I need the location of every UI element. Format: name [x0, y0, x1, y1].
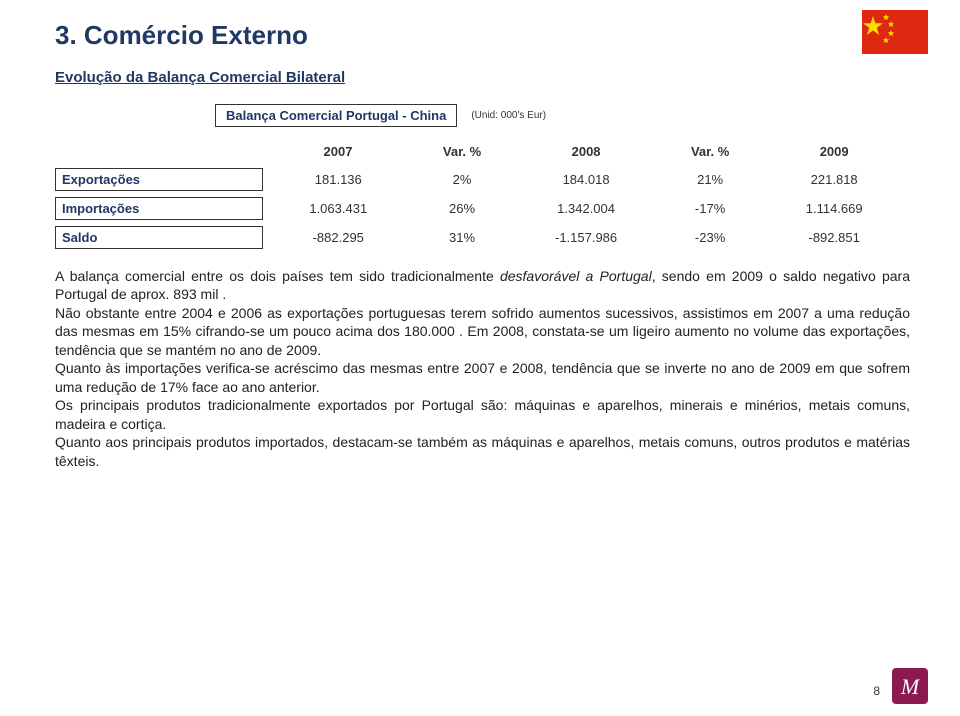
table-header-row: 2007 Var. % 2008 Var. % 2009 [56, 141, 911, 162]
paragraph-5: Quanto aos principais produtos importado… [55, 433, 910, 470]
svg-text:M: M [900, 674, 921, 699]
page-number: 8 [873, 684, 880, 698]
col-var2: Var. % [662, 141, 758, 162]
paragraph-1: A balança comercial entre os dois países… [55, 267, 910, 304]
table-row: Exportações 181.136 2% 184.018 21% 221.8… [56, 169, 911, 191]
table-unit: (Unid: 000's Eur) [471, 110, 546, 121]
paragraph-2: Não obstante entre 2004 e 2006 as export… [55, 304, 910, 359]
paragraph-3: Quanto às importações verifica-se acrésc… [55, 359, 910, 396]
table-caption: Balança Comercial Portugal - China [215, 104, 457, 127]
section-subtitle: Evolução da Balança Comercial Bilateral [55, 69, 910, 86]
row-exportacoes-label: Exportações [56, 169, 263, 191]
row-importacoes-label: Importações [56, 198, 263, 220]
col-2008: 2008 [510, 141, 662, 162]
col-var1: Var. % [414, 141, 510, 162]
body-text: A balança comercial entre os dois países… [55, 267, 910, 470]
table-row: Importações 1.063.431 26% 1.342.004 -17%… [56, 198, 911, 220]
col-2009: 2009 [758, 141, 910, 162]
row-saldo-label: Saldo [56, 227, 263, 249]
col-2007: 2007 [262, 141, 414, 162]
table-row: Saldo -882.295 31% -1.157.986 -23% -892.… [56, 227, 911, 249]
balance-table: 2007 Var. % 2008 Var. % 2009 Exportações… [55, 141, 910, 249]
paragraph-4: Os principais produtos tradicionalmente … [55, 396, 910, 433]
footer-logo-icon: M [892, 668, 928, 704]
china-flag-icon [862, 10, 928, 54]
page-title: 3. Comércio Externo [55, 20, 910, 51]
table-caption-row: Balança Comercial Portugal - China (Unid… [215, 104, 910, 127]
